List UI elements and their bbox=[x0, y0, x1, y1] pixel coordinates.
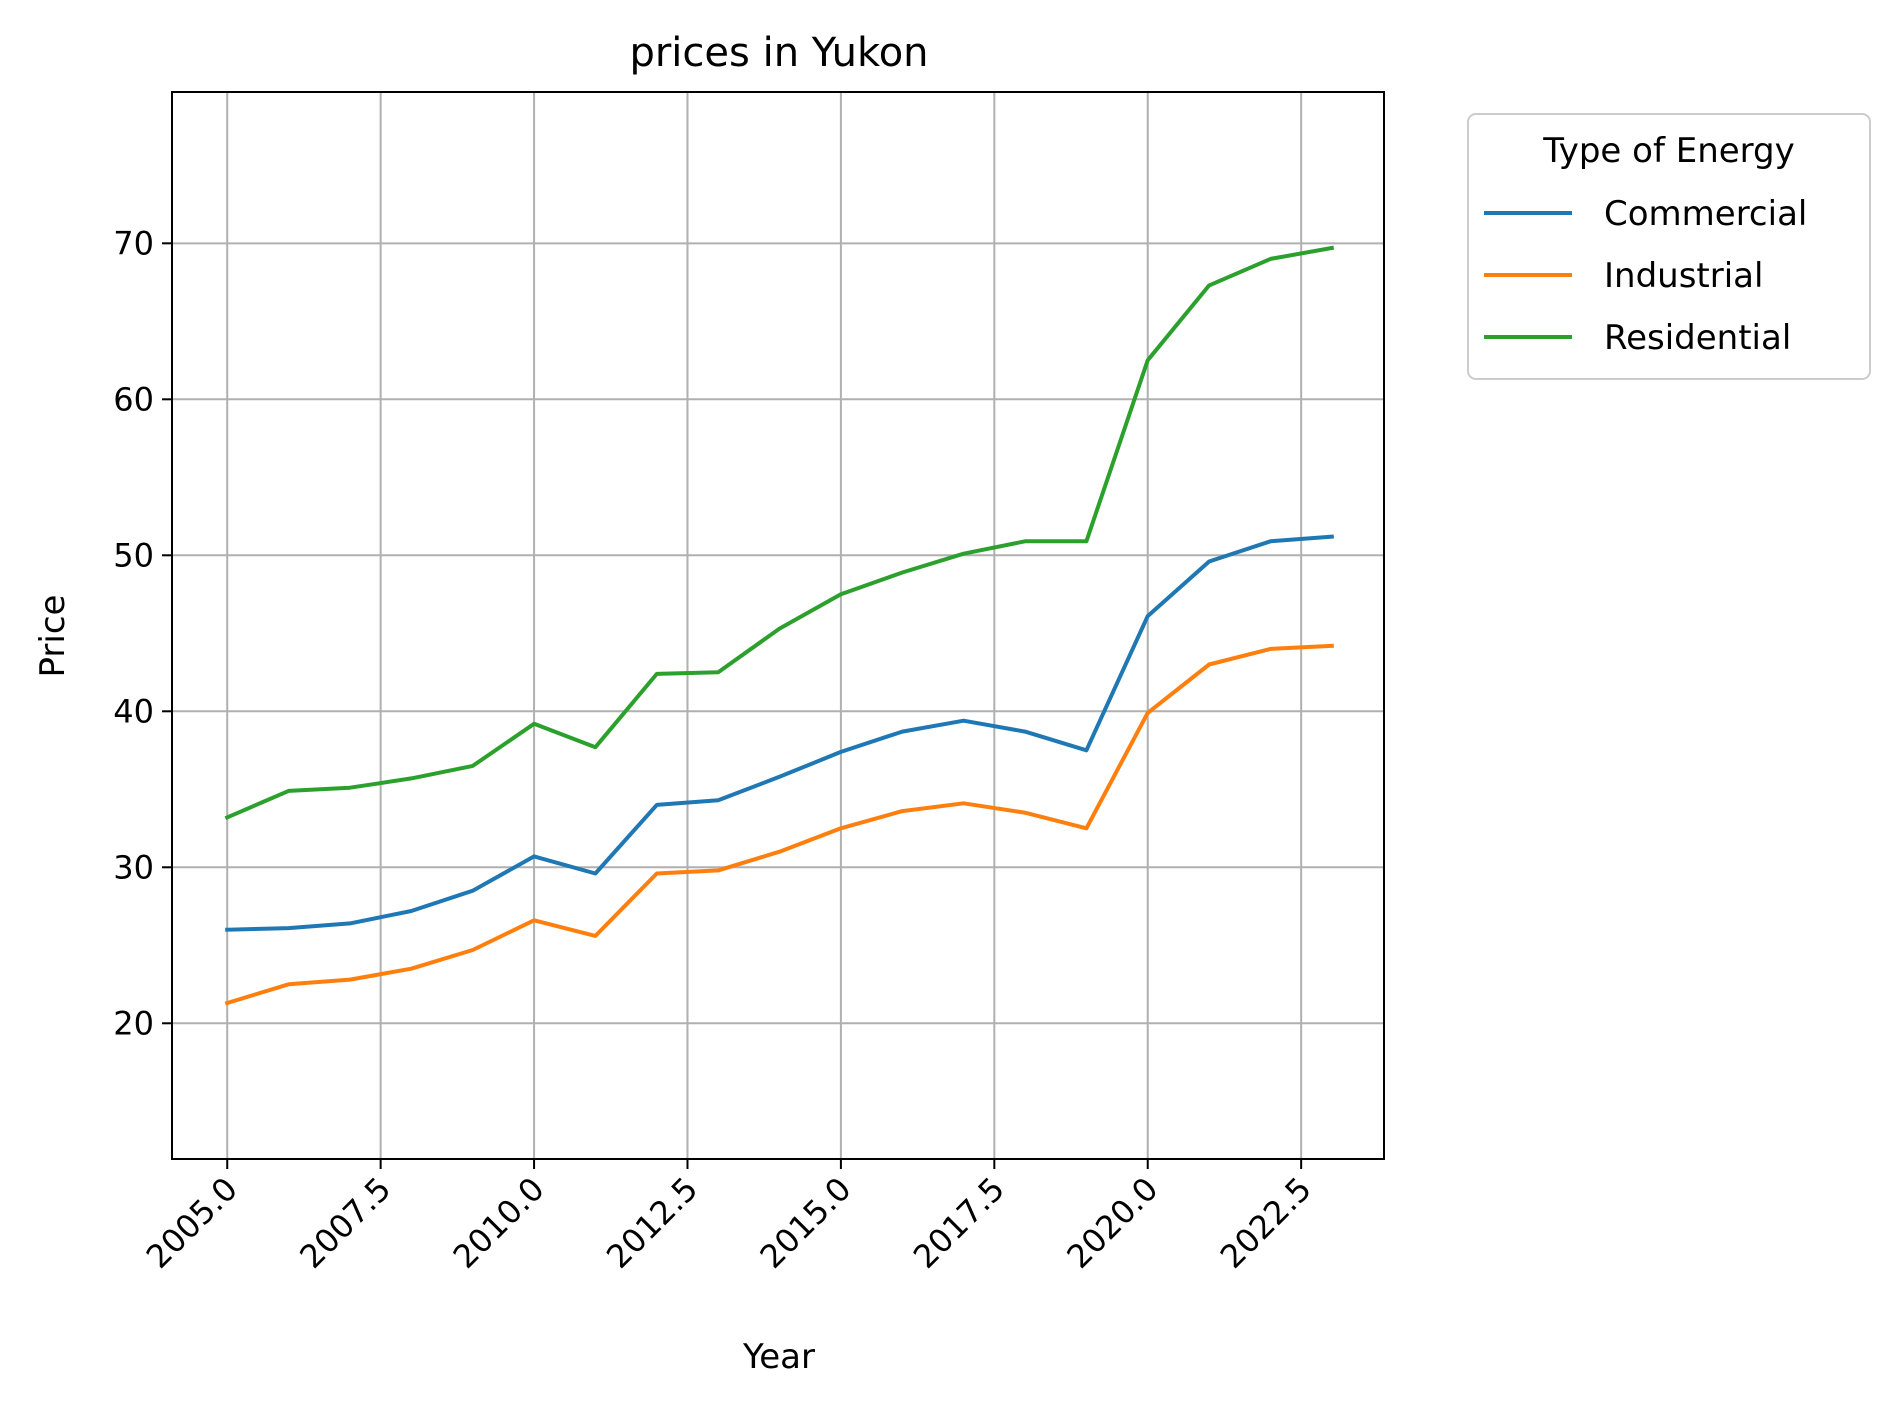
y-tick-label: 50 bbox=[113, 536, 154, 574]
x-tick-label: 2015.0 bbox=[753, 1170, 859, 1276]
x-tick-label: 2022.5 bbox=[1213, 1170, 1319, 1276]
series-line-residential bbox=[224, 245, 1335, 821]
y-tick-label: 30 bbox=[113, 848, 154, 886]
grid-lines bbox=[172, 92, 1384, 1159]
legend-label-commercial: Commercial bbox=[1604, 194, 1807, 234]
legend: Type of Energy Commercial Industrial Resid… bbox=[1467, 113, 1871, 380]
plot-frame bbox=[171, 91, 1385, 1160]
x-axis-ticks: 2005.0 2007.5 2010.0 2012.5 2015.0 2017.5 2020… bbox=[139, 1159, 1319, 1276]
x-axis-label: Year bbox=[742, 1337, 815, 1377]
x-tick-label: 2012.5 bbox=[599, 1170, 705, 1276]
y-axis-ticks: 20 30 40 50 60 70 bbox=[113, 224, 172, 1042]
legend-title: Type of Energy bbox=[1542, 131, 1795, 171]
chart-title: prices in Yukon bbox=[629, 30, 928, 76]
legend-label-industrial: Industrial bbox=[1604, 256, 1763, 296]
y-tick-label: 60 bbox=[113, 380, 154, 418]
x-tick-label: 2010.0 bbox=[446, 1170, 552, 1276]
y-axis-label: Price bbox=[33, 595, 73, 678]
legend-items: Commercial Industrial Residential bbox=[1484, 194, 1807, 358]
y-tick-label: 70 bbox=[113, 224, 154, 262]
x-tick-label: 2005.0 bbox=[139, 1170, 245, 1276]
series-lines bbox=[224, 245, 1335, 1006]
y-tick-label: 40 bbox=[113, 692, 154, 730]
y-tick-label: 20 bbox=[113, 1004, 154, 1042]
x-tick-label: 2007.5 bbox=[292, 1170, 398, 1276]
legend-box bbox=[1467, 113, 1871, 380]
x-tick-label: 2017.5 bbox=[906, 1170, 1012, 1276]
x-tick-label: 2020.0 bbox=[1059, 1170, 1165, 1276]
series-line-industrial bbox=[224, 643, 1334, 1006]
legend-label-residential: Residential bbox=[1604, 318, 1791, 358]
series-line-commercial bbox=[225, 534, 1334, 932]
